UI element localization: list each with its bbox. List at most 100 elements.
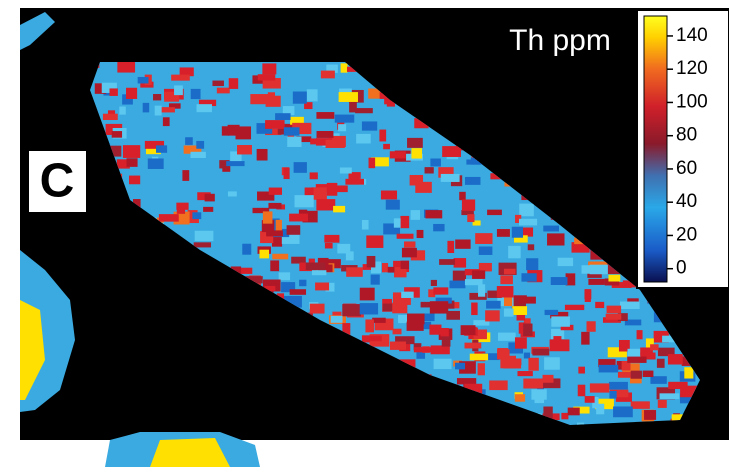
texture-cell (417, 230, 424, 238)
texture-cell (263, 211, 273, 223)
texture-cell (174, 85, 183, 95)
texture-cell (515, 337, 527, 348)
texture-cell (393, 329, 402, 335)
texture-cell (587, 321, 596, 332)
colorbar-tick-label: 0 (676, 258, 687, 279)
texture-cell (266, 96, 281, 107)
texture-cell (290, 289, 306, 295)
texture-cell (294, 162, 307, 173)
texture-cell (526, 258, 538, 270)
texture-cell (316, 112, 334, 119)
texture-cell (584, 289, 591, 299)
texture-cell (185, 137, 193, 145)
texture-cell (596, 404, 604, 415)
texture-cell (362, 220, 369, 230)
texture-cell (657, 359, 665, 368)
texture-cell (341, 63, 348, 72)
texture-cell (462, 199, 475, 210)
texture-cell (433, 287, 448, 294)
texture-cell (425, 167, 434, 173)
texture-cell (276, 220, 282, 232)
texture-cell (631, 371, 642, 379)
texture-cell (345, 179, 364, 185)
texture-cell (544, 357, 560, 369)
texture-cell (138, 77, 149, 83)
page: C Th ppm 020406080100120140 (() => { con… (0, 0, 729, 467)
texture-cell (401, 261, 409, 269)
texture-cell (365, 319, 374, 332)
texture-cell (293, 92, 307, 104)
texture-cell (222, 126, 229, 135)
texture-cell (338, 124, 346, 131)
texture-cell (606, 314, 622, 320)
texture-cell (382, 263, 388, 272)
texture-cell (581, 332, 589, 345)
texture-cell (631, 401, 650, 409)
texture-cell (402, 248, 417, 258)
texture-cell (407, 322, 424, 331)
texture-cell (212, 81, 224, 86)
texture-cell (191, 89, 201, 99)
texture-cell (551, 316, 570, 326)
texture-cell (362, 121, 377, 130)
texture-cell (287, 137, 301, 147)
texture-cell (196, 141, 204, 149)
texture-cell (163, 117, 170, 126)
texture-cell (203, 207, 213, 212)
texture-cell (608, 275, 620, 282)
texture-cell (643, 371, 654, 377)
texture-cell (270, 260, 279, 271)
texture-cell (561, 413, 568, 419)
texture-cell (599, 365, 619, 373)
texture-cell (568, 408, 580, 416)
texture-cell (177, 204, 185, 214)
texture-cell (442, 336, 451, 347)
texture-cell (684, 367, 693, 378)
texture-cell (197, 104, 212, 112)
texture-cell (442, 146, 461, 157)
texture-cell (127, 158, 138, 167)
texture-cell (287, 225, 301, 235)
texture-cell (660, 393, 680, 399)
texture-cell (470, 354, 488, 361)
texture-cell (479, 246, 493, 254)
texture-cell (487, 210, 502, 215)
colorbar-title: Th ppm (509, 24, 611, 57)
texture-cell (535, 395, 545, 403)
texture-cell (517, 371, 532, 376)
texture-cell (553, 336, 561, 345)
texture-cell (400, 216, 409, 228)
texture-cell (497, 229, 510, 237)
texture-cell (519, 204, 534, 217)
colorbar-tick-label: 40 (676, 191, 697, 212)
texture-cell (650, 344, 658, 350)
texture-cell (381, 191, 397, 200)
texture-cell (588, 279, 605, 285)
texture-cell (431, 280, 437, 286)
texture-cell (335, 115, 355, 123)
texture-cell (386, 200, 400, 210)
texture-cell (109, 88, 117, 96)
texture-cell (295, 195, 314, 207)
texture-cell (543, 375, 554, 383)
texture-cell (262, 63, 276, 74)
texture-cell (394, 218, 401, 227)
texture-cell (590, 383, 609, 392)
texture-cell (279, 272, 290, 280)
texture-cell (289, 214, 308, 222)
texture-cell (367, 336, 382, 342)
texture-cell (306, 262, 326, 270)
texture-cell (143, 103, 149, 113)
texture-cell (401, 292, 413, 298)
colorbar-tick-label: 20 (676, 224, 697, 245)
texture-cell (346, 267, 363, 276)
texture-cell (390, 342, 406, 350)
texture-cell (627, 357, 646, 363)
texture-cell (547, 233, 564, 245)
texture-cell (156, 145, 167, 152)
texture-cell (327, 183, 337, 196)
texture-cell (321, 71, 335, 79)
texture-cell (229, 78, 238, 89)
texture-cell (112, 131, 122, 138)
texture-cell (333, 206, 345, 212)
